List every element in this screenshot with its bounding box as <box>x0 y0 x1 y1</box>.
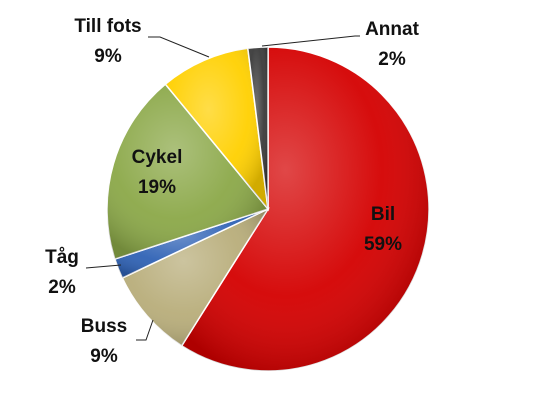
leader-line-annat <box>261 35 360 47</box>
slice-value-till-fots: 9% <box>94 46 122 67</box>
slice-value-buss: 9% <box>90 346 118 367</box>
slice-label-annat: Annat <box>365 19 420 40</box>
leader-line-buss <box>136 319 154 341</box>
slice-label-till-fots: Till fots <box>74 16 141 37</box>
slice-label-t-g: Tåg <box>45 247 79 268</box>
slice-value-cykel: 19% <box>138 177 176 198</box>
leader-line-t-g <box>85 264 122 269</box>
slice-value-bil: 59% <box>364 234 402 255</box>
leader-line-till-fots <box>148 36 210 58</box>
slice-label-bil: Bil <box>371 204 395 225</box>
slice-value-t-g: 2% <box>48 277 76 298</box>
slice-label-cykel: Cykel <box>132 147 183 168</box>
slice-label-buss: Buss <box>81 316 127 337</box>
slice-value-annat: 2% <box>378 49 406 70</box>
